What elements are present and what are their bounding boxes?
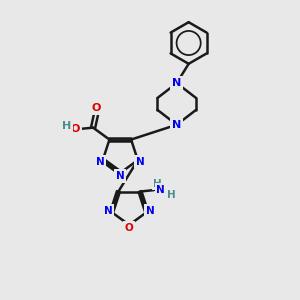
Text: N: N	[96, 157, 105, 166]
Text: O: O	[71, 124, 80, 134]
Text: H: H	[62, 121, 71, 130]
Text: O: O	[92, 103, 101, 113]
Text: H: H	[154, 178, 162, 188]
Text: N: N	[172, 78, 182, 88]
Text: N: N	[136, 157, 145, 166]
Text: N: N	[157, 185, 165, 195]
Text: N: N	[116, 171, 125, 181]
Text: N: N	[172, 120, 182, 130]
Text: H: H	[167, 190, 175, 200]
Text: N: N	[146, 206, 155, 216]
Text: N: N	[104, 206, 112, 216]
Text: O: O	[125, 223, 134, 233]
